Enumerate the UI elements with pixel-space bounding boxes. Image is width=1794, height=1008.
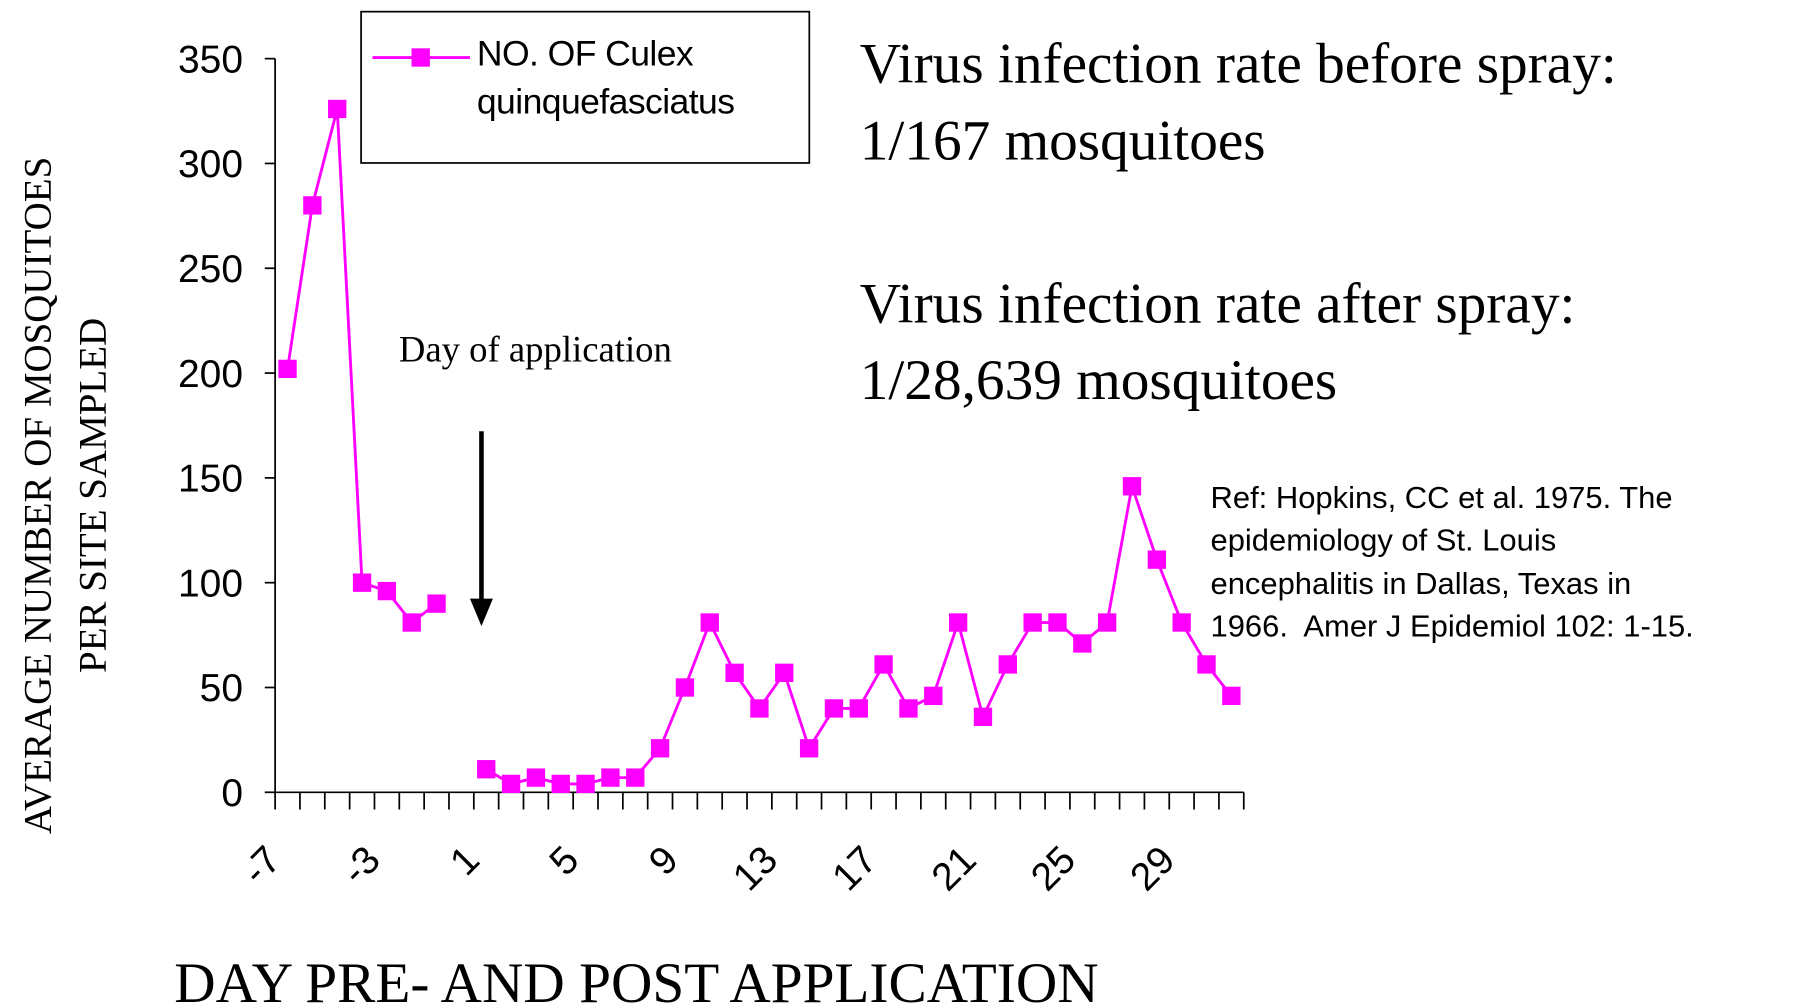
point [551,774,570,794]
y-axis-title: PER SITE SAMPLED [71,318,114,673]
point [799,739,819,758]
point [427,594,446,613]
point [750,699,769,718]
point [998,655,1017,674]
point [725,663,744,682]
before-line-1: Virus infection rate before spray: [860,33,1617,96]
reference-line: epidemiology of St. Louis [1211,522,1557,557]
point [477,760,496,779]
y-axis-title: AVERAGE NUMBER OF MOSQUITOES [16,157,59,834]
point [626,768,645,787]
point [328,99,347,119]
arrow-head [469,598,493,627]
y-tick-label: 50 [200,667,243,710]
x-axis-title: DAY PRE- AND POST APPLICATION [174,952,1098,1008]
point [278,359,297,379]
reference-line: Ref: Hopkins, CC et al. 1975. The [1211,480,1673,515]
legend-label: NO. OF Culex quinquefasciatus [476,33,735,122]
point [526,768,546,787]
point [501,774,521,794]
point [303,196,322,215]
y-tick-label: 150 [178,458,243,501]
point [1122,477,1142,496]
point [1147,550,1167,569]
reference-line: 1966. Amer J Epidemiol 102: 1-15. [1211,608,1694,643]
application-note: Day of application [399,328,672,369]
legend: NO. OF Culex quinquefasciatus [360,10,811,164]
point [849,699,868,718]
point [1097,613,1117,632]
y-tick-label: 250 [178,248,243,291]
y-tick-label: 0 [221,772,243,815]
y-tick-label: 350 [178,38,243,81]
point [1048,613,1067,632]
point [824,699,844,718]
point [1172,613,1191,632]
point [924,686,943,706]
point [874,655,893,674]
legend-label-box: NO. OF Culex quinquefasciatus [476,33,735,122]
before-line-2: 1/167 mosquitoes [860,110,1266,173]
point [775,663,794,682]
point [601,768,620,787]
legend-box [360,10,811,164]
point [402,613,421,632]
legend-marker [411,48,430,67]
after-line-1: Virus infection rate after spray: [860,272,1576,335]
point [700,613,719,632]
point [377,581,397,601]
point [948,613,968,632]
y-tick-label: 300 [178,143,243,186]
point [576,774,595,794]
y-tick-label: 100 [178,562,243,605]
point [1073,634,1092,653]
point [352,573,372,592]
point [650,739,670,758]
y-tick-label: 200 [178,353,243,396]
point [1023,613,1042,632]
point [1197,655,1216,674]
point [675,678,695,697]
point [973,707,993,727]
point [899,699,918,718]
point [1222,686,1241,706]
after-line-2: 1/28,639 mosquitoes [860,349,1337,412]
reference-line: encephalitis in Dallas, Texas in [1211,566,1632,601]
